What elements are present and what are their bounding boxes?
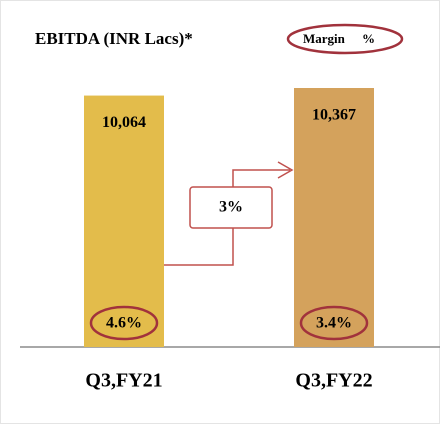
legend-ellipse (286, 23, 404, 55)
margin-ellipse (299, 305, 369, 341)
value-label: 10,064 (102, 114, 146, 131)
bar (84, 95, 164, 347)
growth-box (189, 186, 273, 229)
growth-label: 3% (219, 199, 243, 216)
chart-title: EBITDA (INR Lacs)* (35, 29, 193, 48)
x-tick-label: Q3,FY21 (85, 370, 162, 392)
bar (294, 88, 374, 347)
legend-name: Margin (303, 31, 346, 46)
x-tick-label: Q3,FY22 (295, 370, 372, 392)
margin-ellipse (89, 305, 159, 341)
value-label: 10,367 (312, 107, 356, 124)
margin-label: 4.6% (106, 315, 142, 332)
growth-arrowhead (277, 161, 294, 179)
margin-label: 3.4% (316, 315, 352, 332)
legend-unit: % (362, 31, 375, 46)
